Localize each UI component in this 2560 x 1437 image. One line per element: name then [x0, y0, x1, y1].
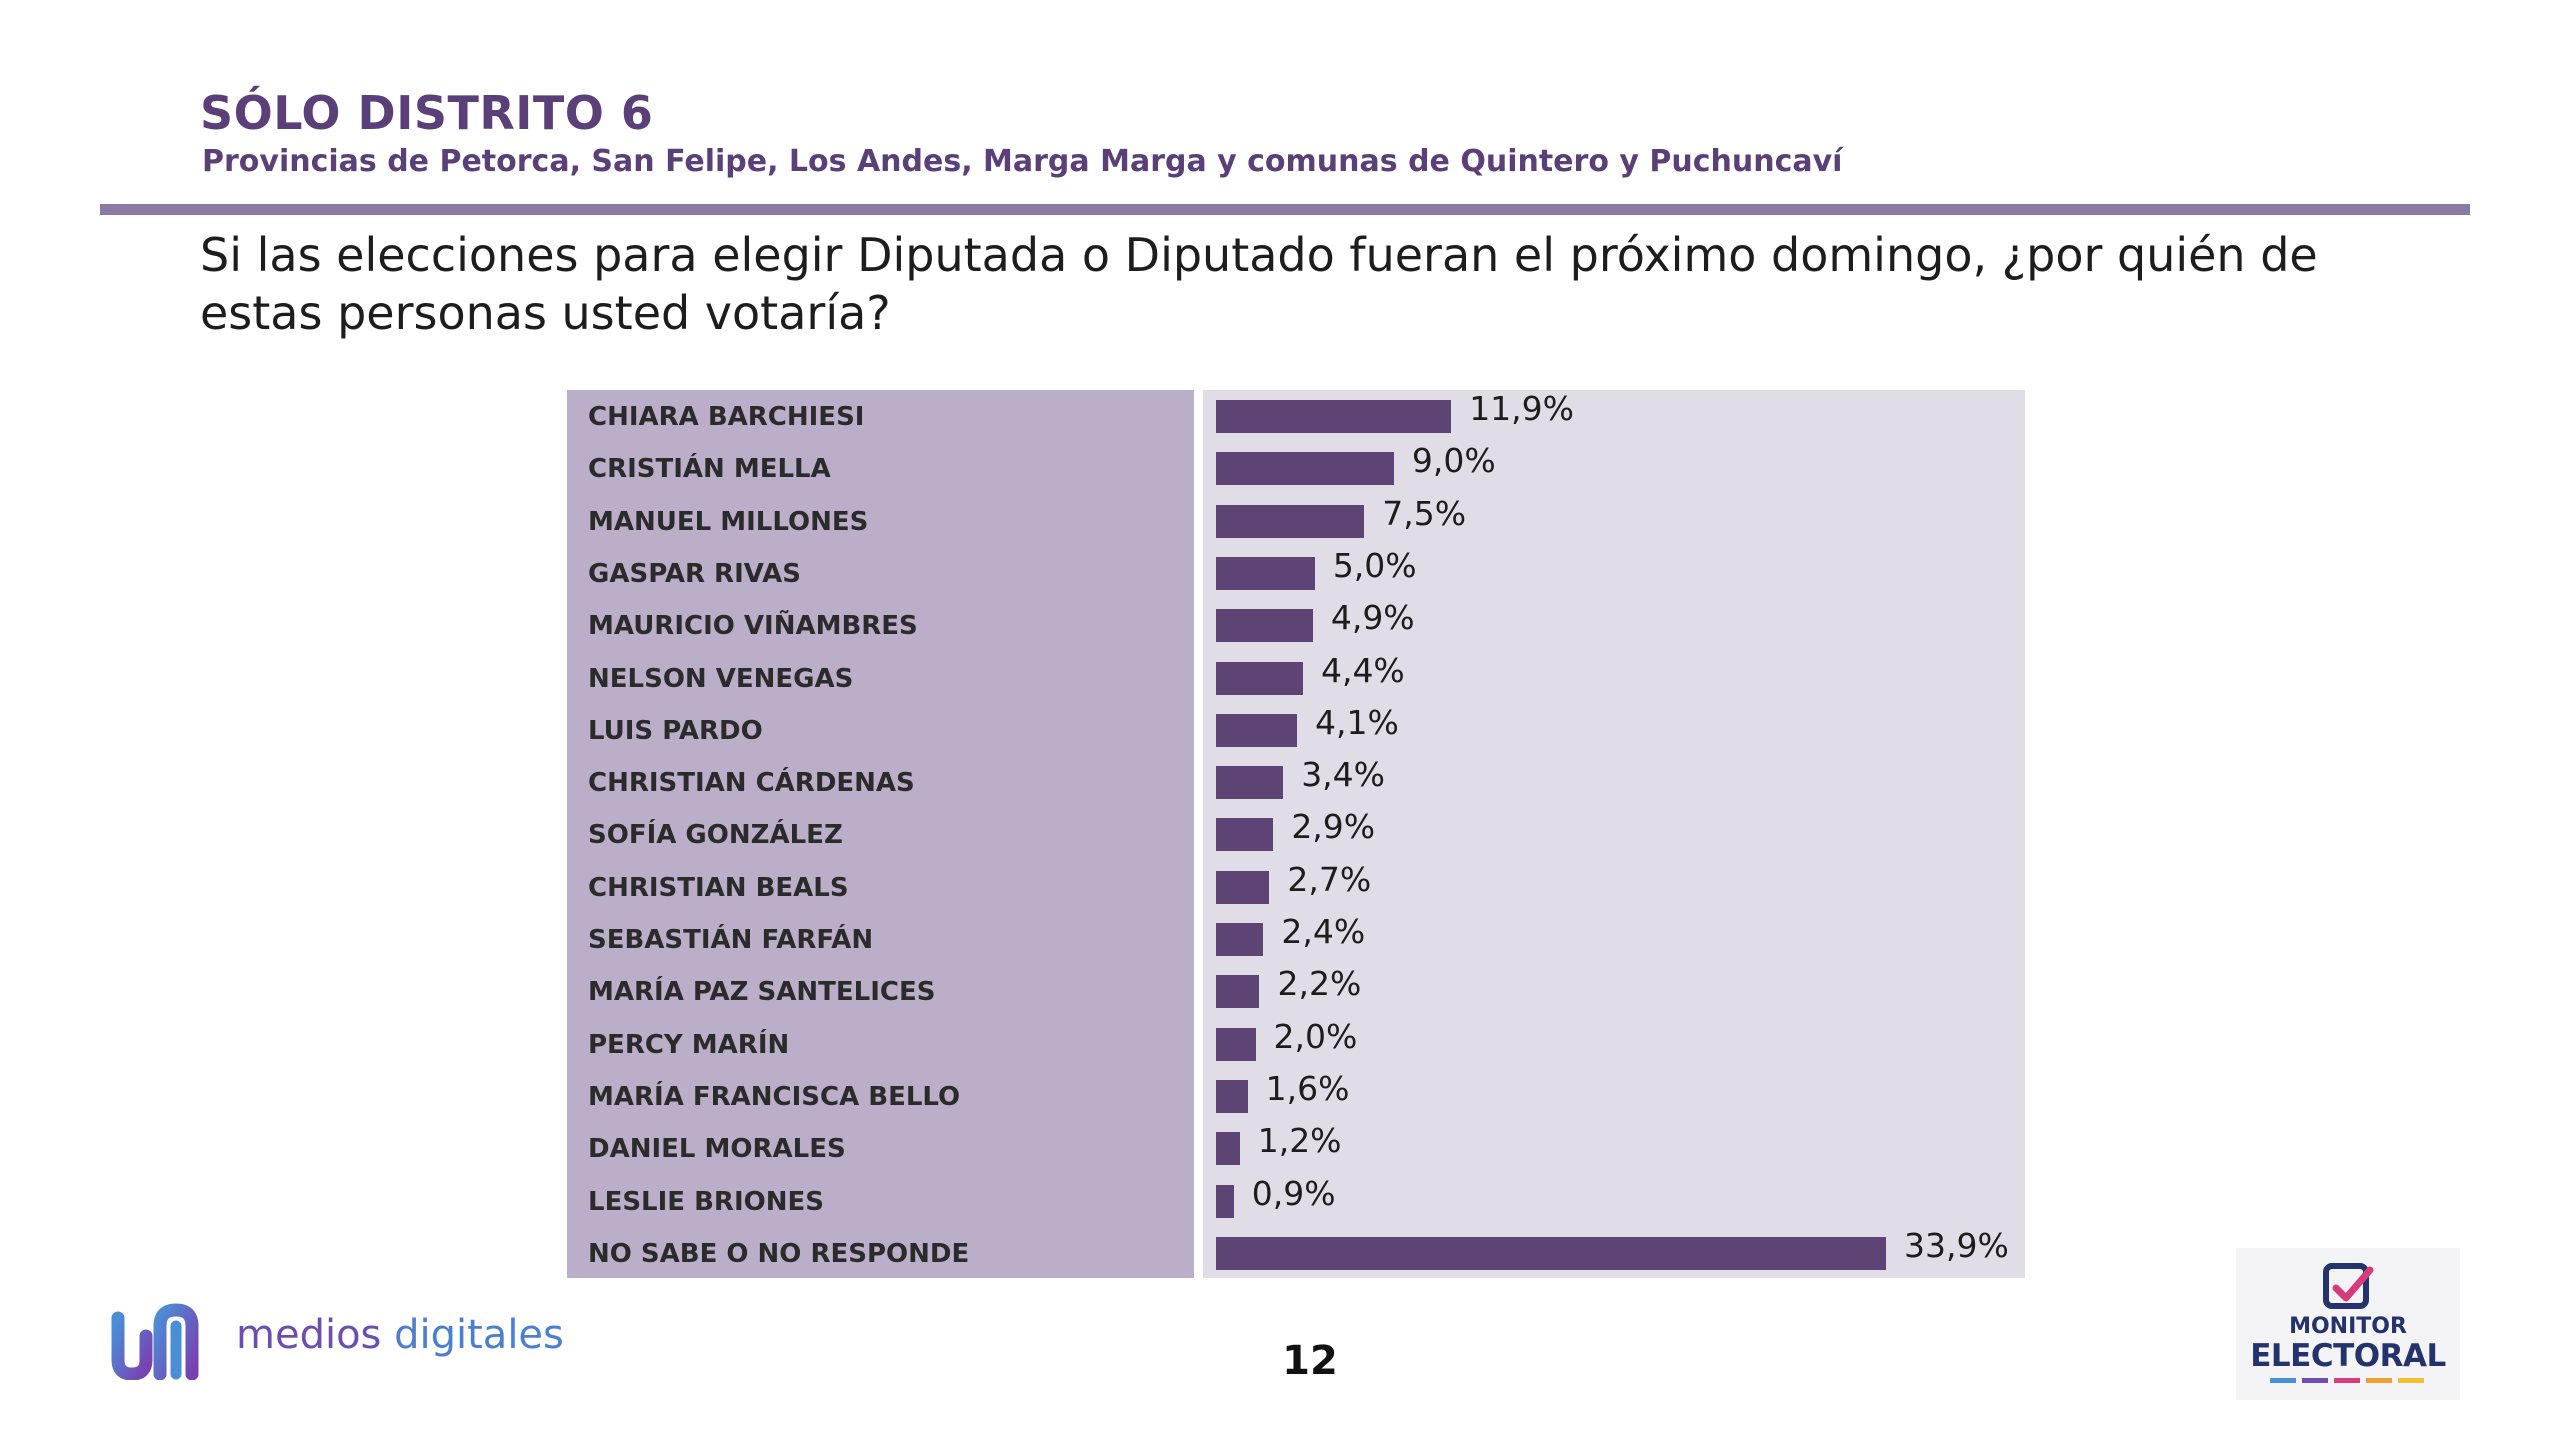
electoral-text: ELECTORAL: [2250, 1338, 2446, 1374]
dash-pink: [2334, 1378, 2360, 1383]
candidate-label: SOFÍA GONZÁLEZ: [588, 820, 843, 851]
value-label: 2,7%: [1287, 859, 1372, 899]
value-label: 0,9%: [1251, 1173, 1336, 1213]
candidate-label: PERCY MARÍN: [588, 1029, 790, 1060]
chart-bar: [1216, 1027, 1256, 1061]
dash-orange: [2366, 1378, 2392, 1383]
chart-bar: [1216, 818, 1274, 852]
dash-blue: [2270, 1378, 2296, 1383]
candidate-label: GASPAR RIVAS: [588, 558, 801, 589]
candidate-label: MAURICIO VIÑAMBRES: [588, 611, 918, 642]
ballot-check-icon: [2323, 1263, 2374, 1309]
candidate-label: DANIEL MORALES: [588, 1134, 846, 1165]
candidate-label: NELSON VENEGAS: [588, 663, 854, 694]
value-label: 1,6%: [1265, 1068, 1350, 1108]
candidate-label: CHIARA BARCHIESI: [588, 402, 865, 432]
chart-bar: [1216, 1079, 1248, 1113]
value-label: 2,0%: [1273, 1016, 1358, 1056]
value-label: 2,9%: [1291, 807, 1376, 847]
dash-purple: [2302, 1378, 2328, 1383]
page-number: 12: [1282, 1338, 1338, 1384]
chart-bar: [1216, 400, 1452, 433]
value-label: 9,0%: [1411, 441, 1496, 481]
brand-word-1: medios: [236, 1312, 382, 1358]
medios-digitales-brand: medios digitales: [236, 1312, 564, 1358]
label-panel: [567, 390, 1194, 1278]
value-label: 1,2%: [1257, 1121, 1342, 1161]
brand-word-2: digitales: [394, 1312, 564, 1358]
value-label: 5,0%: [1332, 545, 1417, 585]
chart-bar: [1216, 1236, 1886, 1270]
chart-bar: [1216, 1184, 1234, 1218]
chart-bar: [1216, 556, 1315, 590]
candidate-label: CHRISTIAN BEALS: [588, 872, 849, 903]
monitor-electoral-logo: MONITOR ELECTORAL: [2236, 1248, 2460, 1400]
chart-panel: [1203, 390, 2025, 1278]
value-label: 3,4%: [1301, 755, 1386, 795]
chart-bar: [1216, 713, 1298, 747]
chart-bar: [1216, 870, 1270, 904]
survey-question: Si las elecciones para elegir Diputada o…: [200, 228, 2318, 340]
chart-bar: [1216, 975, 1260, 1009]
page-subtitle: Provincias de Petorca, San Felipe, Los A…: [202, 144, 1843, 179]
value-label: 7,5%: [1382, 493, 1467, 533]
value-label: 2,4%: [1281, 912, 1366, 951]
chart-bar: [1216, 661, 1303, 695]
value-label: 33,9%: [1904, 1225, 2009, 1265]
value-label: 4,1%: [1315, 702, 1399, 742]
value-label: 4,4%: [1320, 650, 1405, 690]
candidate-label: CRISTIÁN MELLA: [588, 454, 831, 485]
candidate-label: LUIS PARDO: [588, 715, 763, 746]
candidate-label: MARÍA PAZ SANTELICES: [588, 977, 936, 1008]
chart-bar: [1216, 923, 1264, 956]
value-label: 11,9%: [1469, 389, 1575, 428]
chart-bar: [1216, 452, 1394, 486]
candidate-label: LESLIE BRIONES: [588, 1186, 824, 1217]
value-label: 4,9%: [1330, 598, 1415, 638]
medios-digitales-logo-icon: [111, 1303, 199, 1380]
candidate-label: SEBASTIÁN FARFÁN: [588, 925, 874, 955]
page-title: SÓLO DISTRITO 6: [200, 86, 654, 140]
candidate-label: NO SABE O NO RESPONDE: [588, 1238, 970, 1269]
chart-bar: [1216, 609, 1313, 643]
chart-bar: [1216, 1132, 1240, 1166]
candidate-label: MARÍA FRANCISCA BELLO: [588, 1081, 961, 1112]
header-divider: [100, 204, 2470, 215]
chart-bar: [1216, 504, 1365, 538]
value-label: 2,2%: [1277, 964, 1362, 1004]
candidate-label: MANUEL MILLONES: [588, 506, 869, 537]
dash-yellow: [2398, 1378, 2424, 1383]
chart-bar: [1216, 766, 1284, 800]
monitor-text: MONITOR: [2289, 1314, 2407, 1339]
candidate-label: CHRISTIAN CÁRDENAS: [588, 768, 915, 799]
